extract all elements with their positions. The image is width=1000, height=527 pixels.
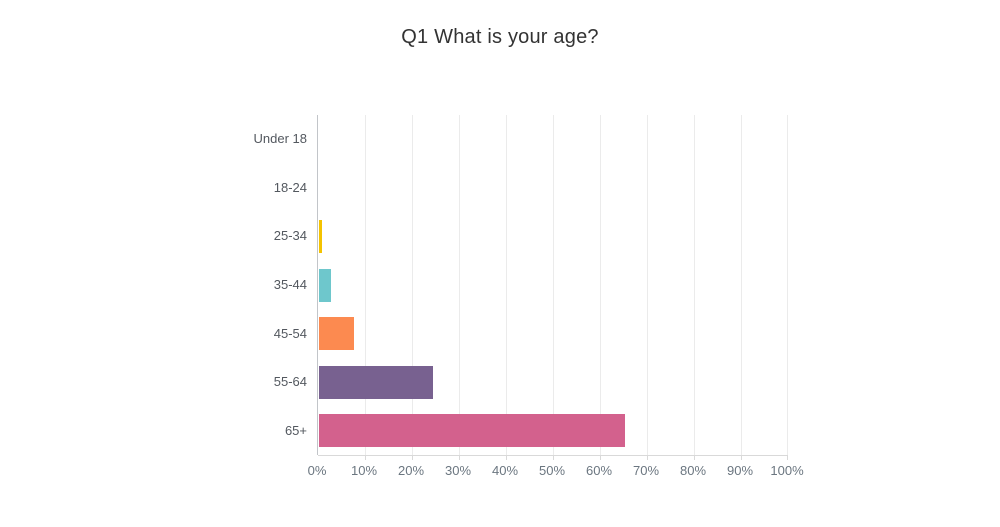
bar-25-34 <box>319 219 323 253</box>
bar-45-54 <box>319 317 355 351</box>
x-tick-label: 30% <box>444 463 472 478</box>
axis-tick-mark <box>787 455 788 460</box>
gridline <box>459 115 460 455</box>
x-tick-label: 10% <box>350 463 378 478</box>
axis-tick-mark <box>412 455 413 460</box>
axis-tick-mark <box>553 455 554 460</box>
gridline <box>787 115 788 455</box>
bar-65- <box>319 414 625 448</box>
axis-tick-mark <box>506 455 507 460</box>
category-label: Under 18 <box>253 131 307 147</box>
x-tick-label: 60% <box>585 463 613 478</box>
x-tick-label: 20% <box>397 463 425 478</box>
axis-tick-mark <box>647 455 648 460</box>
category-label: 25-34 <box>273 228 307 244</box>
category-label: 65+ <box>284 422 307 438</box>
x-tick-label: 40% <box>491 463 519 478</box>
category-label: 45-54 <box>273 325 307 341</box>
gridline <box>553 115 554 455</box>
axis-tick-mark <box>600 455 601 460</box>
gridline <box>600 115 601 455</box>
bar-35-44 <box>319 268 331 302</box>
chart-title: Q1 What is your age? <box>401 26 599 48</box>
x-tick-label: 100% <box>770 463 804 478</box>
category-label: 55-64 <box>273 374 307 390</box>
x-tick-label: 80% <box>679 463 707 478</box>
plot-area <box>317 115 788 460</box>
category-label: 35-44 <box>273 277 307 292</box>
bar-55-64 <box>319 365 433 399</box>
axis-tick-mark <box>365 455 366 460</box>
gridline <box>506 115 507 455</box>
x-tick-label: 70% <box>632 463 660 478</box>
gridline <box>694 115 695 455</box>
category-label: 18-24 <box>273 179 307 195</box>
x-tick-label: 0% <box>307 463 327 478</box>
x-tick-label: 50% <box>538 463 566 478</box>
gridline <box>365 115 366 455</box>
axis-tick-mark <box>459 455 460 460</box>
gridline <box>412 115 413 455</box>
gridline <box>741 115 742 455</box>
gridline <box>647 115 648 455</box>
axis-tick-mark <box>741 455 742 460</box>
axis-tick-mark <box>694 455 695 460</box>
x-axis-baseline <box>318 455 788 456</box>
x-tick-label: 90% <box>726 463 754 478</box>
